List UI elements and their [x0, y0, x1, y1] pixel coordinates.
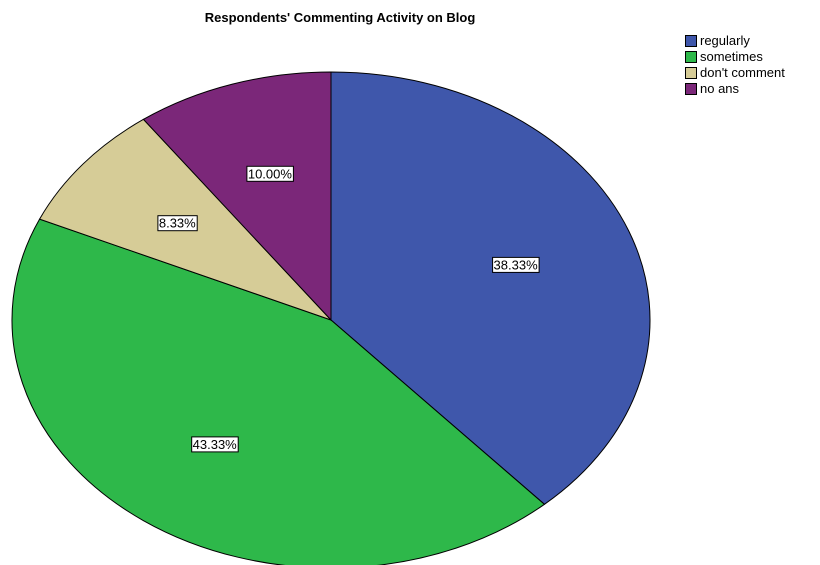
slice-label-text-regularly: 38.33% — [494, 257, 539, 272]
legend: regularly sometimes don't comment no ans — [685, 33, 785, 97]
legend-item-sometimes: sometimes — [685, 49, 785, 65]
chart-title: Respondents' Commenting Activity on Blog — [204, 10, 476, 25]
slice-label-text-sometimes: 43.33% — [193, 437, 238, 452]
legend-label-regularly: regularly — [700, 33, 750, 48]
slice-label-regularly: 38.33% — [492, 256, 540, 273]
pie-slice-regularly — [330, 71, 651, 505]
legend-swatch-sometimes — [685, 51, 697, 63]
legend-label-sometimes: sometimes — [700, 49, 763, 64]
legend-label-no-ans: no ans — [700, 81, 740, 96]
slice-label-box-regularly — [492, 256, 540, 273]
slice-label-box-don-t-comment — [157, 215, 198, 232]
slice-label-text-no-ans: 10.00% — [248, 166, 293, 181]
pie-slice-no-ans — [142, 71, 332, 322]
legend-label-dont-comment: don't comment — [700, 65, 785, 80]
pie-slice-sometimes — [11, 218, 546, 565]
legend-swatch-regularly — [685, 35, 697, 47]
slice-label-box-sometimes — [191, 436, 239, 453]
slice-label-box-no-ans — [246, 165, 294, 182]
slice-label-no-ans: 10.00% — [246, 165, 294, 182]
legend-item-no-ans: no ans — [685, 81, 785, 97]
slice-label-text-don-t-comment: 8.33% — [159, 216, 196, 231]
legend-item-dont-comment: don't comment — [685, 65, 785, 81]
legend-swatch-no-ans — [685, 83, 697, 95]
slice-label-don-t-comment: 8.33% — [157, 215, 198, 232]
slice-label-sometimes: 43.33% — [191, 436, 239, 453]
legend-item-regularly: regularly — [685, 33, 785, 49]
legend-swatch-dont-comment — [685, 67, 697, 79]
